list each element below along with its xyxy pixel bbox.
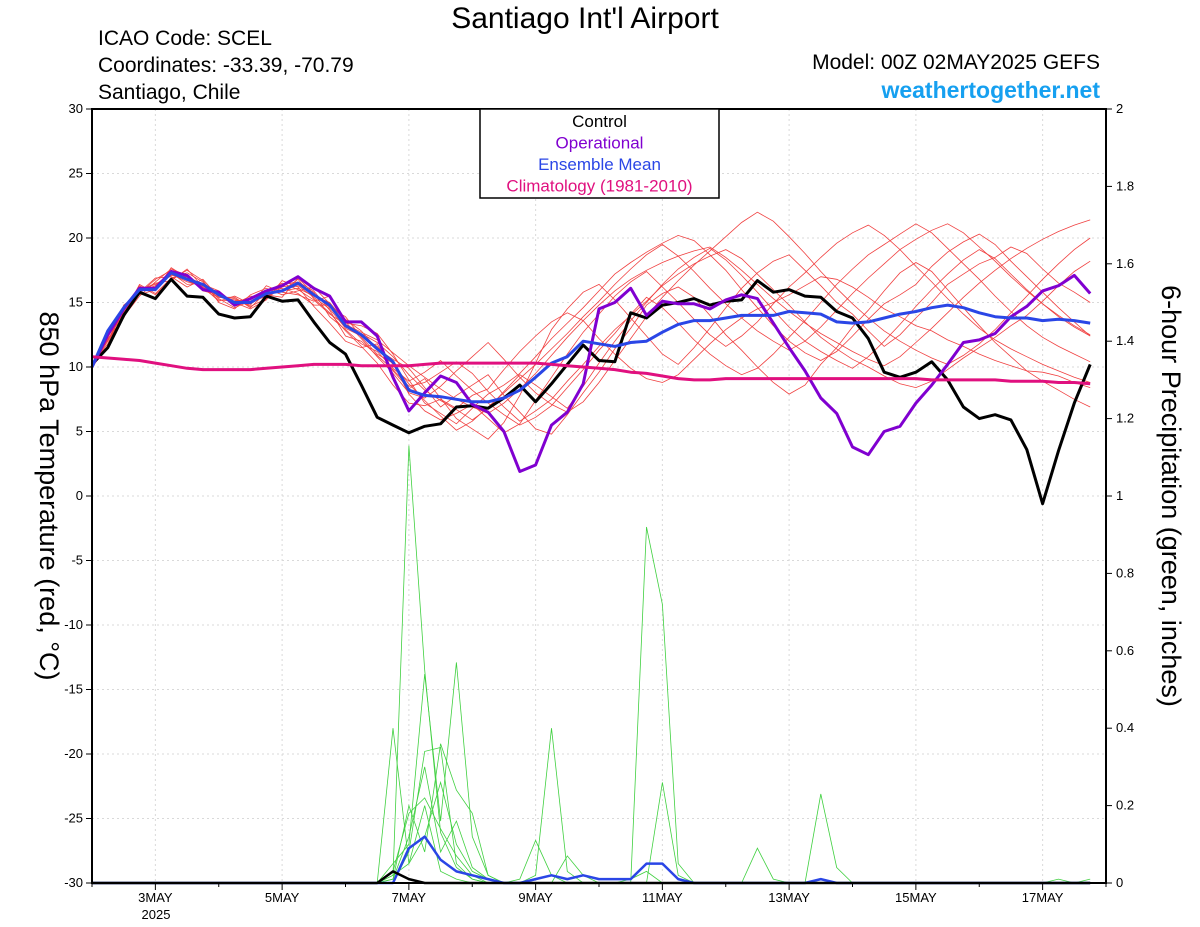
x-tick-label: 7MAY bbox=[392, 890, 427, 905]
x-tick-label: 15MAY bbox=[895, 890, 937, 905]
y2-tick-label: 1.2 bbox=[1116, 411, 1134, 426]
y2-tick-label: 1.8 bbox=[1116, 178, 1134, 193]
temperature-member-line-10 bbox=[91, 223, 1091, 431]
temperature-member-line-3 bbox=[91, 262, 1091, 435]
y2-tick-label: 1.6 bbox=[1116, 256, 1134, 271]
ensemble-mean-precipitation-line bbox=[92, 835, 1091, 885]
y-tick-label: -10 bbox=[64, 617, 83, 632]
y-tick-label: 0 bbox=[76, 488, 83, 503]
precip-member-line-5 bbox=[92, 743, 1091, 884]
y-tick-label: 10 bbox=[69, 359, 83, 374]
y-tick-label: -15 bbox=[64, 682, 83, 697]
ensemble-mean-temperature-line bbox=[90, 271, 1091, 404]
left-axis-ticks: 30 25 20 15 10 5 0 -5 -10 -15 -20 -25 -30 bbox=[64, 101, 92, 890]
precip-member-line-8 bbox=[92, 797, 1091, 884]
precip-member-lines bbox=[92, 445, 1091, 884]
y2-tick-label: 1.4 bbox=[1116, 333, 1134, 348]
legend-entry: Ensemble Mean bbox=[538, 155, 661, 174]
precip-member-line-3 bbox=[92, 662, 1091, 884]
temperature-member-line-7 bbox=[91, 247, 1091, 421]
precip-member-line-4 bbox=[92, 728, 1091, 884]
y2-tick-label: 0.8 bbox=[1116, 565, 1134, 580]
operational-temperature-line bbox=[90, 270, 1092, 473]
y-tick-label: 20 bbox=[69, 230, 83, 245]
y2-tick-label: 0.4 bbox=[1116, 720, 1134, 735]
y-tick-label: 15 bbox=[69, 295, 83, 310]
x-tick-label: 13MAY bbox=[768, 890, 810, 905]
model-run: Model: 00Z 02MAY2025 GEFS bbox=[812, 51, 1100, 74]
y2-tick-label: 0.2 bbox=[1116, 798, 1134, 813]
temperature-member-line-6 bbox=[91, 224, 1091, 434]
x-axis-ticks: 3MAY 5MAY 7MAY 9MAY 11MAY 13MAY 15MAY 17MAY bbox=[91, 883, 1107, 905]
temperature-member-lines bbox=[91, 211, 1091, 440]
coordinates: Coordinates: -33.39, -70.79 bbox=[98, 54, 354, 77]
precip-member-line-6 bbox=[92, 780, 1091, 884]
precip-member-line-7 bbox=[92, 766, 1091, 884]
precip-member-line-1 bbox=[92, 445, 1091, 884]
x-tick-label: 11MAY bbox=[642, 890, 683, 905]
temperature-member-line-8 bbox=[91, 223, 1091, 426]
right-axis-label: 6-hour Precipitation (green, inches) bbox=[1156, 285, 1186, 707]
gridlines bbox=[92, 108, 1106, 884]
y-tick-label: -5 bbox=[71, 553, 83, 568]
main-series-lines bbox=[90, 270, 1092, 885]
x-tick-label: 9MAY bbox=[518, 890, 553, 905]
x-tick-label: 17MAY bbox=[1022, 890, 1064, 905]
right-axis-ticks: 2 1.8 1.6 1.4 1.2 1 0.8 0.6 0.4 0.2 0 bbox=[1106, 101, 1134, 890]
year-label: 2025 bbox=[142, 907, 171, 922]
y-tick-label: 25 bbox=[69, 166, 83, 181]
temperature-member-line-4 bbox=[91, 233, 1091, 425]
brand-link[interactable]: weathertogether.net bbox=[881, 77, 1100, 103]
chart-title: Santiago Int'l Airport bbox=[451, 2, 719, 35]
icao-code: ICAO Code: SCEL bbox=[98, 27, 272, 50]
y-tick-label: 5 bbox=[76, 424, 83, 439]
legend: Control Operational Ensemble Mean Climatolo… bbox=[479, 108, 720, 199]
precip-member-line-2 bbox=[92, 526, 1091, 884]
y-tick-label: 30 bbox=[69, 101, 83, 116]
legend-entry: Climatology (1981-2010) bbox=[506, 177, 692, 196]
temperature-member-line-11 bbox=[91, 219, 1091, 414]
y2-tick-label: 0 bbox=[1116, 875, 1123, 890]
y2-tick-label: 0.6 bbox=[1116, 643, 1134, 658]
x-tick-label: 5MAY bbox=[265, 890, 300, 905]
y2-tick-label: 2 bbox=[1116, 101, 1123, 116]
x-tick-label: 3MAY bbox=[138, 890, 173, 905]
legend-entry: Operational bbox=[556, 134, 644, 153]
y-tick-label: -30 bbox=[64, 875, 83, 890]
y-tick-label: -25 bbox=[64, 811, 83, 826]
y-tick-label: -20 bbox=[64, 746, 83, 761]
legend-box bbox=[479, 108, 720, 199]
location-name: Santiago, Chile bbox=[98, 81, 241, 104]
climatology-1981-2010-temperature-line bbox=[91, 355, 1091, 386]
legend-entry: Control bbox=[572, 112, 627, 131]
left-axis-label: 850 hPa Temperature (red, °C) bbox=[34, 312, 64, 681]
y2-tick-label: 1 bbox=[1116, 488, 1123, 503]
temperature-member-line-5 bbox=[91, 249, 1091, 422]
